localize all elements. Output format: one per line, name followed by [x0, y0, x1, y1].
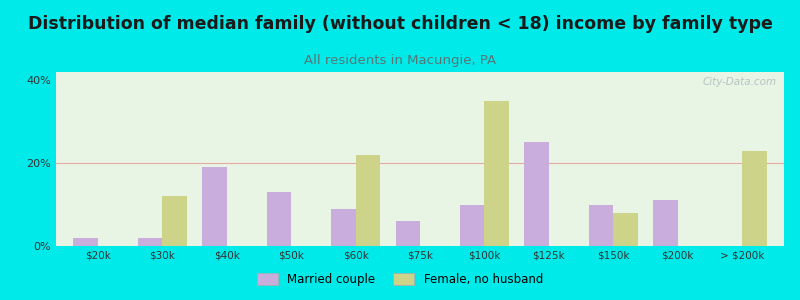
- Bar: [162, 196, 186, 246]
- Bar: [202, 167, 226, 246]
- Bar: [395, 221, 420, 246]
- Bar: [266, 192, 291, 246]
- Bar: [355, 155, 380, 246]
- Text: Distribution of median family (without children < 18) income by family type: Distribution of median family (without c…: [27, 15, 773, 33]
- Bar: [74, 238, 98, 246]
- Bar: [138, 238, 162, 246]
- Bar: [485, 101, 509, 246]
- Text: All residents in Macungie, PA: All residents in Macungie, PA: [304, 54, 496, 67]
- Legend: Married couple, Female, no husband: Married couple, Female, no husband: [252, 268, 548, 291]
- Bar: [614, 213, 638, 246]
- Bar: [331, 209, 355, 246]
- Bar: [589, 205, 614, 246]
- Bar: [742, 151, 766, 246]
- Bar: [524, 142, 549, 246]
- Text: City-Data.com: City-Data.com: [702, 77, 777, 87]
- Bar: [654, 200, 678, 246]
- Bar: [460, 205, 485, 246]
